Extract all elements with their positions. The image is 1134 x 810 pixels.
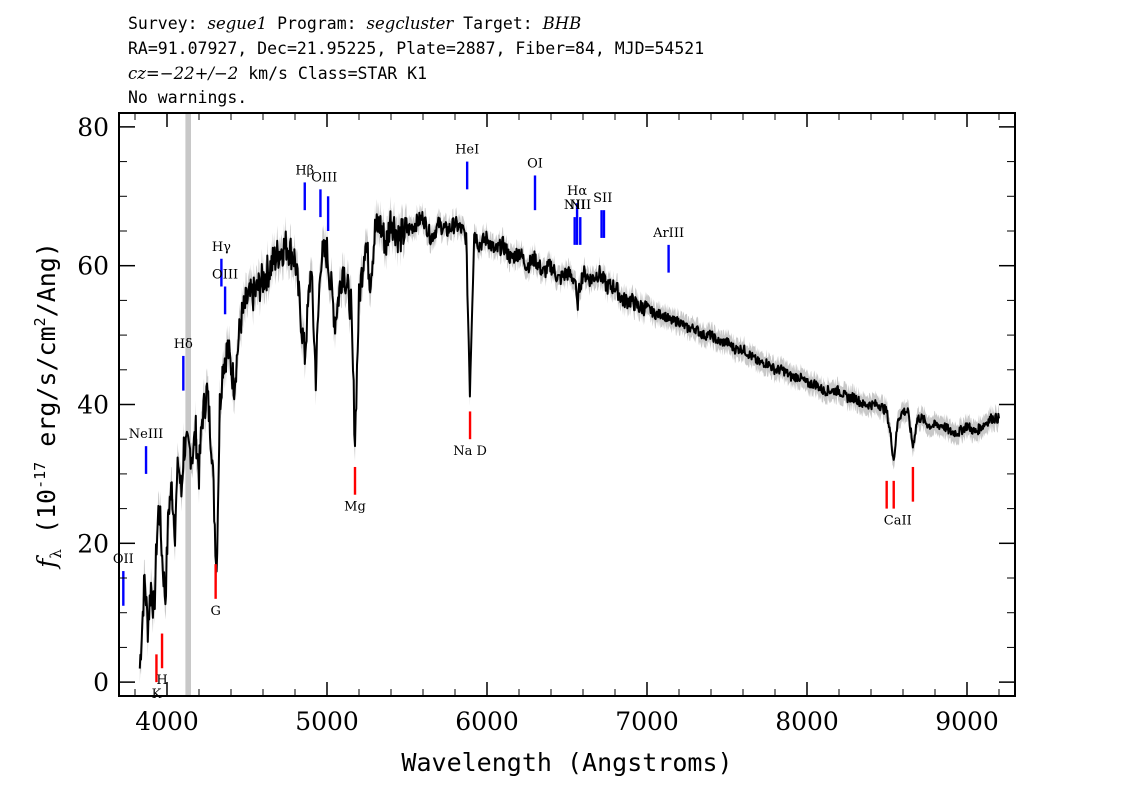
program-label: Program: [277, 14, 357, 33]
absorption-label: CaII [884, 514, 912, 529]
emission-label: SII [593, 191, 612, 206]
y-tick-label: 40 [77, 391, 109, 420]
header-line-4: No warnings. [128, 88, 248, 107]
masked-band [185, 113, 191, 696]
absorption-label: Mg [344, 500, 366, 515]
emission-label: Hα [567, 184, 587, 199]
emission-label: Hγ [212, 240, 231, 255]
absorption-label: H [156, 673, 167, 688]
emission-label: NeIII [129, 427, 163, 442]
target-value: BHB [542, 14, 582, 33]
x-tick-label: 8000 [775, 707, 839, 736]
y-axis-title: fλ (10-17 erg/s/cm2/Ang) [31, 242, 65, 570]
absorption-label: K [152, 687, 162, 702]
program-value: segcluster [366, 14, 454, 33]
x-tick-label: 9000 [935, 707, 999, 736]
header-line-1: Survey: segue1 Program: segcluster Targe… [128, 14, 581, 33]
y-tick-label: 80 [77, 113, 109, 142]
cz-label: cz= [128, 64, 160, 83]
emission-label: OIII [212, 268, 238, 283]
x-tick-label: 6000 [455, 707, 519, 736]
emission-label: Hδ [174, 337, 193, 352]
target-label: Target: [463, 14, 533, 33]
emission-label: OI [527, 156, 543, 171]
emission-label: Hβ [295, 163, 314, 178]
svg-text:fλ (10-17 erg/s/cm2/Ang): fλ (10-17 erg/s/cm2/Ang) [31, 242, 65, 570]
cz-value: −22+/−2 [159, 64, 239, 83]
emission-label: NII [564, 198, 586, 213]
survey-label: Survey: [128, 14, 198, 33]
absorption-label: Na D [453, 444, 487, 459]
x-axis-title: Wavelength (Angstroms) [401, 748, 732, 777]
emission-label: OII [113, 552, 134, 567]
absorption-label: G [210, 604, 220, 619]
x-tick-label: 5000 [295, 707, 359, 736]
flux-line [138, 210, 1000, 669]
x-tick-label: 7000 [615, 707, 679, 736]
emission-label: ArIII [652, 226, 684, 241]
header-line-2: RA=91.07927, Dec=21.95225, Plate=2887, F… [128, 39, 705, 58]
y-tick-label: 60 [77, 252, 109, 281]
x-tick-label: 4000 [135, 707, 199, 736]
emission-label: OIII [311, 170, 337, 185]
survey-value: segue1 [207, 14, 268, 33]
emission-label: HeI [455, 143, 479, 158]
header-line-3: cz=−22+/−2 km/s Class=STAR K1 [128, 64, 427, 83]
class-text: km/s Class=STAR K1 [238, 64, 428, 83]
y-tick-label: 20 [77, 529, 109, 558]
emission-label: NII [569, 198, 591, 213]
y-tick-label: 0 [93, 668, 109, 697]
